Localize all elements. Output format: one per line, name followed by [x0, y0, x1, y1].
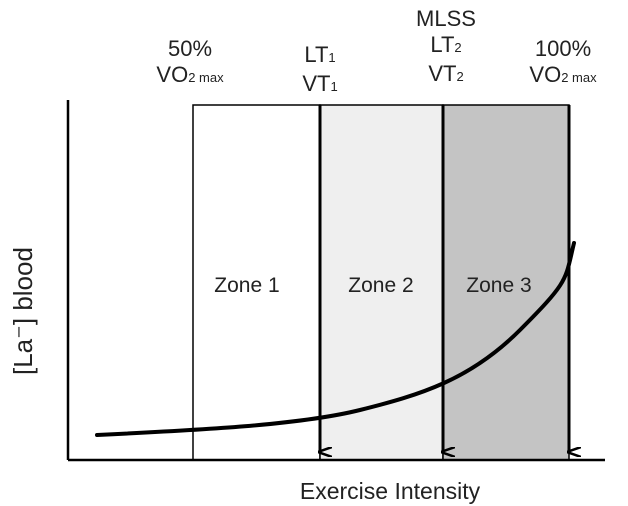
y-axis-label: [La⁻] blood: [8, 247, 38, 375]
marker-lt1: LT1 VT1: [270, 42, 370, 100]
marker-vo2-100-percent: 100%: [534, 36, 592, 61]
marker-vo2-100-label: VO2 max: [529, 62, 597, 87]
marker-vo2-50-percent: 50%: [167, 36, 213, 61]
x-axis-label: Exercise Intensity: [299, 478, 481, 504]
marker-lt2: MLSS LT2 VT2: [396, 6, 496, 90]
marker-lt2-lt: LT2: [430, 32, 462, 57]
zone-2-region: [319, 104, 444, 461]
marker-lt1-vt: VT1: [302, 71, 338, 96]
marker-vo2-100: 100% VO2 max: [500, 36, 626, 91]
marker-lt2-vt: VT2: [428, 61, 464, 86]
lactate-curve: [95, 241, 576, 437]
zone-3-region: [442, 104, 570, 461]
marker-lt2-mlss: MLSS: [416, 6, 476, 31]
zone-3-label: Zone 3: [466, 274, 531, 297]
zone-2-label: Zone 2: [348, 274, 413, 297]
marker-vo2-50-label: VO2 max: [156, 62, 224, 87]
marker-lt1-lt: LT1: [304, 42, 336, 67]
zone-1-region: [192, 104, 321, 461]
marker-vo2-50: 50% VO2 max: [120, 36, 260, 91]
zone-1-label: Zone 1: [214, 274, 279, 297]
